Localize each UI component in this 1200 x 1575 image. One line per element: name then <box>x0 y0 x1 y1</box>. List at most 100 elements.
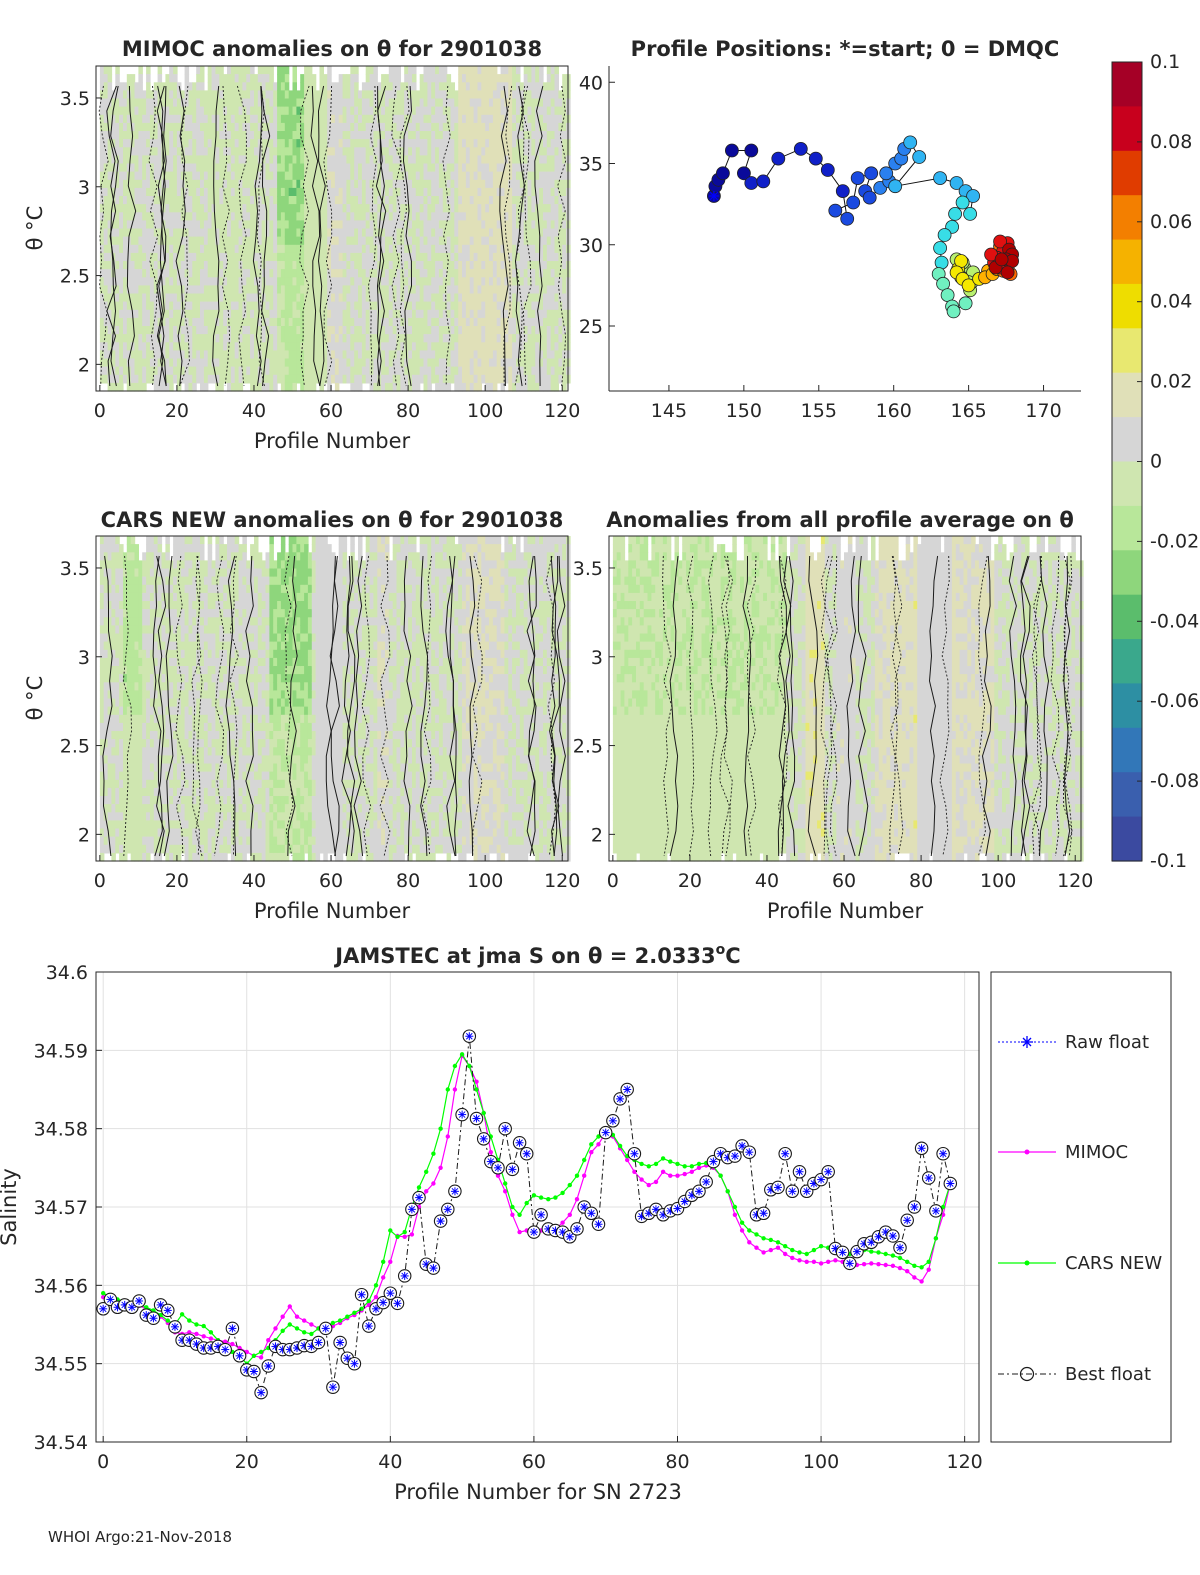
mimoc-cell <box>115 106 120 116</box>
mimoc-cell <box>107 155 113 165</box>
mimoc-cell <box>142 163 147 173</box>
mimoc-cell <box>512 326 517 335</box>
mimoc-cell <box>246 252 251 262</box>
mimoc-cell <box>404 187 409 197</box>
mimoc-cell <box>273 131 278 140</box>
mimoc-cell <box>230 317 236 327</box>
mimoc-cell <box>246 358 251 368</box>
mimoc-cell <box>192 212 197 221</box>
mimoc-cell <box>115 350 120 360</box>
mimoc-cell <box>238 293 244 303</box>
mimoc-cell <box>165 342 170 351</box>
mimoc-cell <box>219 309 224 319</box>
mimoc-cell <box>173 374 178 384</box>
mimoc-cell <box>342 326 348 335</box>
mimoc-cell <box>196 342 201 351</box>
mimoc-cell <box>346 163 351 173</box>
mimoc-cell <box>350 285 355 295</box>
mimoc-cell <box>273 244 278 254</box>
mimoc-cell <box>284 244 290 254</box>
mimoc-cell <box>477 114 482 124</box>
mimoc-cell <box>307 114 313 124</box>
mimoc-cell <box>284 98 290 108</box>
mimoc-cell <box>492 301 498 311</box>
mimoc-cell <box>442 285 448 295</box>
mimoc-cell <box>550 382 556 392</box>
mimoc-cell <box>227 358 232 368</box>
mimoc-cell <box>211 326 217 335</box>
mimoc-cell <box>342 334 348 343</box>
mimoc-cell <box>246 66 251 75</box>
mimoc-cell <box>126 244 132 254</box>
mimoc-cell <box>412 358 417 368</box>
mimoc-cell <box>350 301 355 311</box>
mimoc-cell <box>146 366 151 376</box>
mimoc-cell <box>485 326 490 335</box>
mimoc-cell <box>142 261 147 270</box>
mimoc-cell <box>107 122 113 132</box>
mimoc-cell <box>481 228 486 238</box>
mimoc-cell <box>354 106 359 116</box>
mimoc-cell <box>342 228 348 238</box>
mimoc-cell <box>196 334 201 343</box>
mimoc-cell <box>130 139 136 148</box>
mimoc-cell <box>292 261 297 270</box>
mimoc-cell <box>400 98 405 108</box>
mimoc-cell <box>288 98 294 108</box>
mimoc-cell <box>184 374 190 384</box>
mimoc-cell <box>523 196 529 205</box>
mimoc-cell <box>512 212 517 221</box>
mimoc-cell <box>539 187 544 197</box>
mimoc-cell <box>99 74 105 83</box>
mimoc-cell <box>323 228 328 238</box>
mimoc-cell <box>412 122 417 132</box>
mimoc-cell <box>304 366 309 376</box>
mimoc-cell <box>338 269 344 278</box>
positions-x-tick-label: 150 <box>726 400 762 422</box>
mimoc-cell <box>365 82 371 91</box>
mimoc-cell <box>342 155 348 165</box>
mimoc-cell <box>469 228 475 238</box>
mimoc-cell <box>111 147 116 156</box>
mimoc-cell <box>485 382 490 392</box>
mimoc-cell <box>543 106 548 116</box>
mimoc-cell <box>254 317 259 327</box>
mimoc-cell <box>408 106 413 116</box>
mimoc-cell <box>261 139 267 148</box>
mimoc-cell <box>180 98 186 108</box>
position-marker <box>725 143 739 158</box>
mimoc-cell <box>427 350 432 360</box>
mimoc-cell <box>331 252 336 262</box>
mimoc-cell <box>300 114 305 124</box>
mimoc-cell <box>169 277 174 286</box>
mimoc-cell <box>265 358 270 368</box>
mimoc-cell <box>327 285 332 295</box>
mimoc-cell <box>531 131 536 140</box>
mimoc-cell <box>442 374 448 384</box>
mimoc-cell <box>207 277 213 286</box>
mimoc-cell <box>531 236 536 246</box>
mimoc-cell <box>219 236 224 246</box>
mimoc-cell <box>138 187 143 197</box>
mimoc-cell <box>435 155 440 165</box>
mimoc-cell <box>277 301 282 311</box>
mimoc-cell <box>99 228 105 238</box>
mimoc-cell <box>392 155 398 165</box>
mimoc-cell <box>304 147 309 156</box>
mimoc-cell <box>338 106 344 116</box>
mimoc-cell <box>512 155 517 165</box>
mimoc-cell <box>230 212 236 221</box>
mimoc-cell <box>149 293 155 303</box>
mimoc-cell <box>450 196 455 205</box>
mimoc-cell <box>242 277 247 286</box>
mimoc-cell <box>304 244 309 254</box>
mimoc-cell <box>254 358 259 368</box>
mimoc-cell <box>419 301 425 311</box>
mimoc-cell <box>558 98 563 108</box>
mimoc-cell <box>292 155 297 165</box>
mimoc-cell <box>234 244 240 254</box>
mimoc-cell <box>527 187 532 197</box>
mimoc-cell <box>319 261 324 270</box>
mimoc-cell <box>489 204 494 213</box>
mimoc-cell <box>149 301 155 311</box>
